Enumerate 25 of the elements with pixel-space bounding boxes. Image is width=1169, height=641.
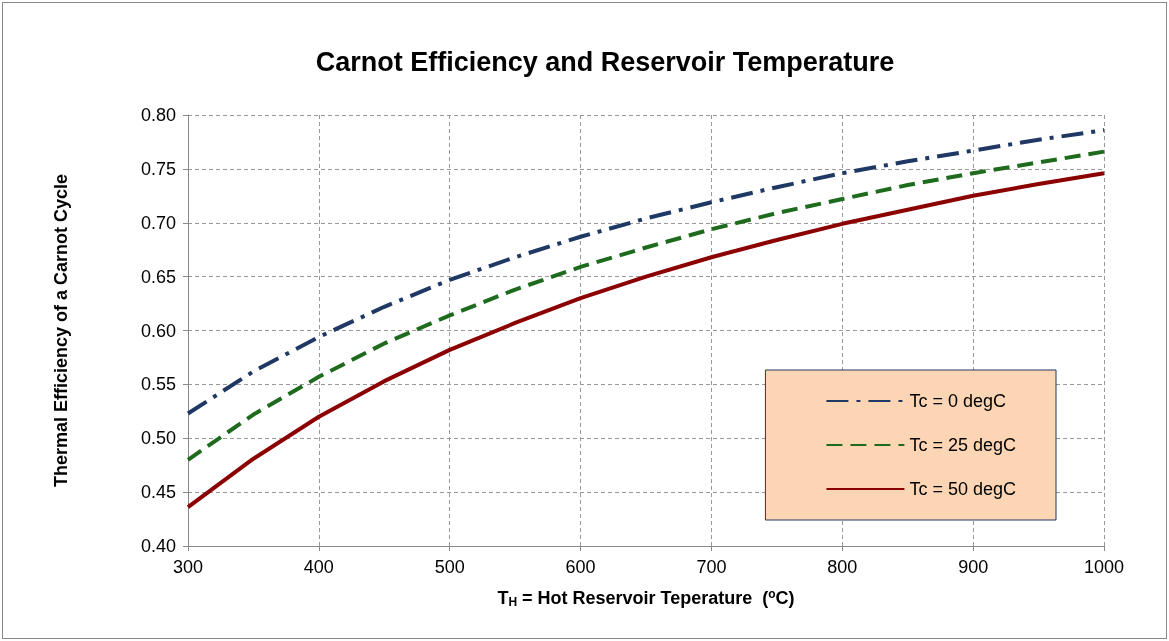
line-series [186,171,1106,510]
x-tick-label: 400 [303,557,334,577]
y-tick-label: 0.60 [140,320,176,341]
legend-label: Tc = 0 degC [909,391,1006,411]
line-series [186,128,1106,416]
x-tick-label: 900 [958,557,989,577]
x-tick-label: 800 [827,557,858,577]
y-tick-label: 0.70 [140,212,176,233]
y-tick-label: 0.65 [140,266,176,287]
y-tick-label: 0.40 [140,536,176,556]
legend-label: Tc = 50 degC [909,479,1017,499]
x-tick-label: 700 [696,557,727,577]
y-tick-label: 0.75 [140,158,176,179]
y-tick-label: 0.50 [140,428,176,449]
x-tick-label: 500 [434,557,465,577]
y-tick-label: 0.55 [140,374,176,395]
chart-title: Carnot Efficiency and Reservoir Temperature [315,46,895,77]
legend-label: Tc = 25 degC [909,435,1017,455]
line-series [186,149,1106,462]
x-tick-label: 600 [565,557,596,577]
y-axis-title: Thermal Efficiency of a Carnot Cycle [51,173,71,488]
x-tick-label: 1000 [1083,557,1125,577]
y-tick-label: 0.45 [140,482,176,503]
y-tick-label: 0.80 [140,105,176,125]
x-tick-label: 300 [172,557,204,577]
